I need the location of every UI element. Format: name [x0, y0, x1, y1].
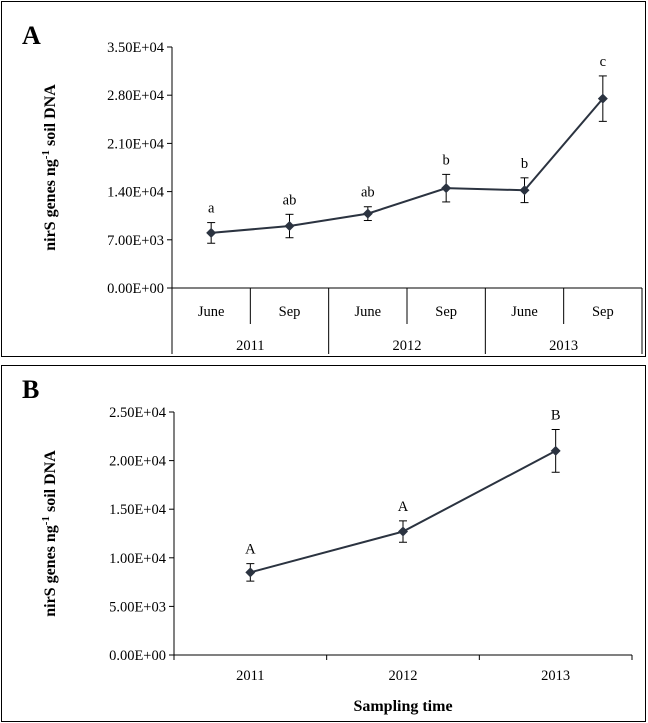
x-tick-label-b: 2013 [541, 668, 570, 684]
y-tick-label-a: 2.80E+04 [107, 88, 165, 104]
y-tick-label-b: 1.50E+04 [109, 502, 167, 518]
chart-a: A 0.00E+00 7.00E+03 1.40E+04 2.10E+04 2.80E+… [22, 21, 643, 354]
significance-label-a: b [521, 156, 528, 172]
significance-label-a: ab [283, 192, 297, 208]
series-line-a [211, 97, 604, 234]
x-tick-label-a: Sep [279, 304, 301, 320]
panel-label-b: B [22, 375, 39, 404]
y-tick-label-a: 2.10E+04 [107, 136, 165, 152]
y-tick-label-a: 3.50E+04 [107, 40, 165, 56]
x-tick-label-a: Sep [435, 304, 457, 320]
data-point-a [441, 183, 452, 194]
y-tick-label-a: 1.40E+04 [107, 185, 165, 201]
data-point-a [519, 185, 530, 196]
x-tick-label-a: June [198, 304, 225, 320]
data-point-a [284, 221, 295, 232]
y-tick-label-b: 2.00E+04 [109, 454, 167, 470]
data-point-a [206, 227, 217, 238]
significance-label-a: b [443, 152, 450, 168]
group-label-a: 2012 [393, 338, 422, 354]
x-tick-label-a: Sep [592, 304, 614, 320]
y-tick-label-b: 1.00E+04 [109, 551, 167, 567]
y-axis-title-b: nirS genes ng-1 soil DNA [40, 450, 59, 617]
data-point-b [550, 445, 561, 456]
panel-b: B 0.00E+00 5.00E+03 1.00E+04 1.50E+04 2.00E+… [1, 365, 646, 722]
y-tick-label-a: 0.00E+00 [107, 281, 164, 297]
y-tick-label-b: 0.00E+00 [109, 648, 166, 664]
significance-label-a: ab [361, 185, 375, 201]
y-tick-label-b: 2.50E+04 [109, 405, 167, 421]
y-tick-label-b: 5.00E+03 [109, 599, 166, 615]
x-tick-label-a: June [355, 304, 382, 320]
data-point-a [597, 93, 608, 104]
x-tick-label-b: 2011 [236, 668, 264, 684]
significance-label-b: A [398, 499, 409, 515]
significance-label-a: c [600, 54, 606, 70]
group-label-a: 2011 [236, 338, 264, 354]
chart-b: B 0.00E+00 5.00E+03 1.00E+04 1.50E+04 2.00E+… [22, 375, 633, 715]
data-point-a [362, 208, 373, 219]
significance-label-a: a [208, 201, 215, 217]
panel-label-a: A [22, 21, 41, 50]
x-tick-label-b: 2012 [389, 668, 418, 684]
data-point-b [398, 526, 408, 537]
significance-label-b: B [551, 407, 561, 423]
x-axis-title-b: Sampling time [353, 698, 452, 715]
y-axis-title-a: nirS genes ng-1 soil DNA [40, 84, 59, 251]
data-point-b [245, 567, 256, 578]
y-tick-label-a: 7.00E+03 [107, 233, 164, 249]
group-label-a: 2013 [549, 338, 578, 354]
significance-label-b: A [245, 542, 256, 558]
x-tick-label-a: June [511, 304, 538, 320]
panel-a: A 0.00E+00 7.00E+03 1.40E+04 2.10E+04 2.80E+… [1, 1, 646, 357]
